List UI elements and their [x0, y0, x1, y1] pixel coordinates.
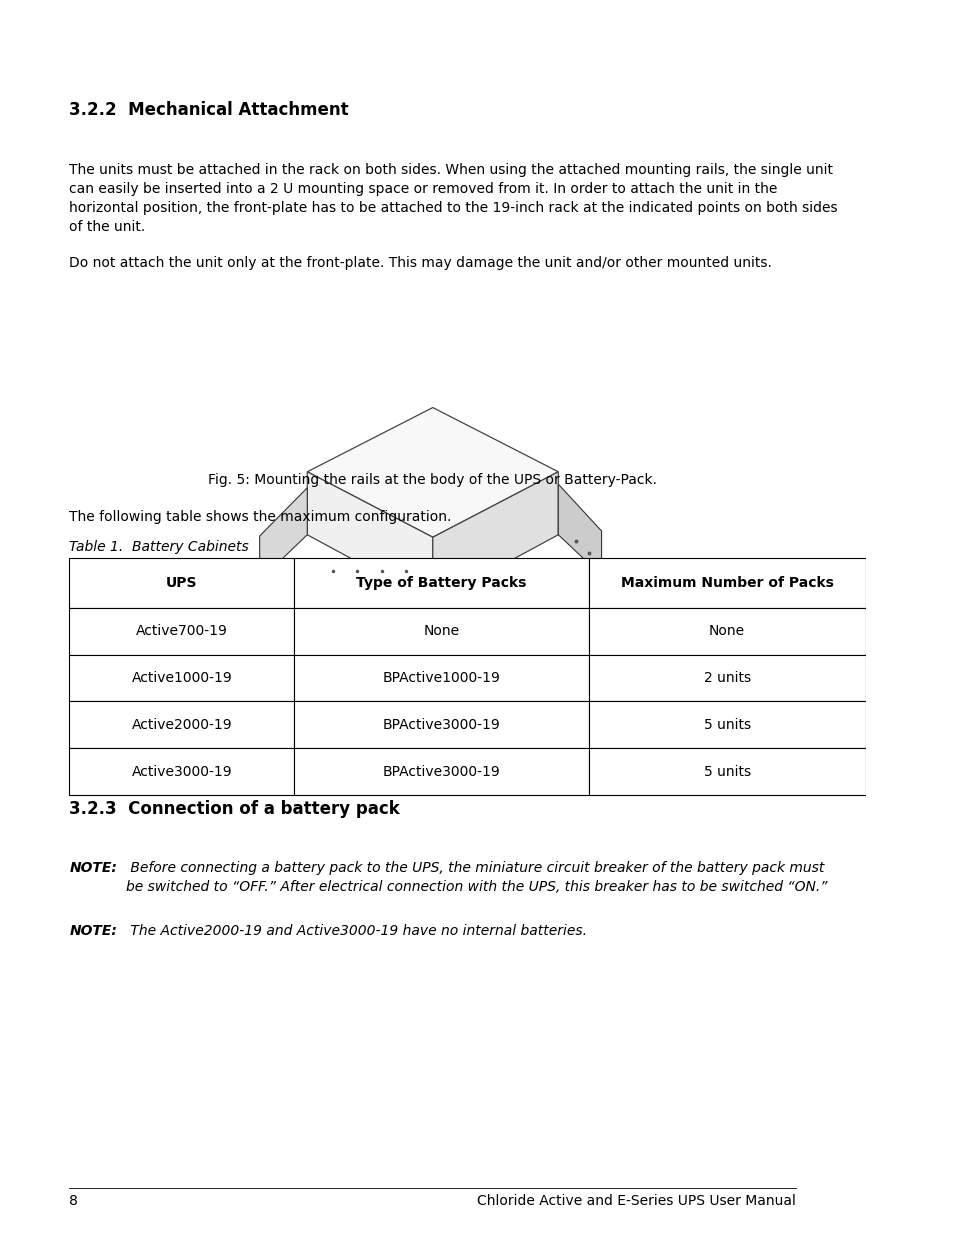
Text: 3.2.2  Mechanical Attachment: 3.2.2 Mechanical Attachment: [70, 101, 349, 120]
FancyBboxPatch shape: [70, 701, 294, 748]
Text: BPActive3000-19: BPActive3000-19: [382, 764, 499, 779]
FancyBboxPatch shape: [70, 558, 294, 608]
Polygon shape: [558, 484, 601, 576]
Text: Active700-19: Active700-19: [135, 624, 228, 638]
FancyBboxPatch shape: [70, 608, 294, 655]
FancyBboxPatch shape: [588, 608, 864, 655]
FancyBboxPatch shape: [588, 748, 864, 795]
Text: The Active2000-19 and Active3000-19 have no internal batteries.: The Active2000-19 and Active3000-19 have…: [126, 924, 586, 937]
FancyBboxPatch shape: [294, 701, 588, 748]
Text: Active3000-19: Active3000-19: [132, 764, 232, 779]
Text: 8: 8: [70, 1194, 78, 1208]
Polygon shape: [259, 488, 307, 580]
FancyBboxPatch shape: [70, 655, 294, 701]
Text: Maximum Number of Packs: Maximum Number of Packs: [620, 576, 833, 590]
Text: Type of Battery Packs: Type of Battery Packs: [355, 576, 526, 590]
FancyBboxPatch shape: [588, 701, 864, 748]
Text: UPS: UPS: [166, 576, 197, 590]
Text: NOTE:: NOTE:: [70, 924, 117, 937]
FancyBboxPatch shape: [294, 655, 588, 701]
Text: Active2000-19: Active2000-19: [132, 718, 232, 732]
Polygon shape: [433, 472, 558, 603]
Text: None: None: [423, 624, 459, 638]
Text: The following table shows the maximum configuration.: The following table shows the maximum co…: [70, 510, 451, 524]
Text: 5 units: 5 units: [702, 718, 750, 732]
FancyBboxPatch shape: [294, 608, 588, 655]
Text: Chloride Active and E-Series UPS User Manual: Chloride Active and E-Series UPS User Ma…: [476, 1194, 796, 1208]
FancyBboxPatch shape: [588, 558, 864, 608]
FancyBboxPatch shape: [294, 558, 588, 608]
Text: 3.2.3  Connection of a battery pack: 3.2.3 Connection of a battery pack: [70, 800, 399, 819]
Text: Before connecting a battery pack to the UPS, the miniature circuit breaker of th: Before connecting a battery pack to the …: [126, 861, 826, 894]
Text: The units must be attached in the rack on both sides. When using the attached mo: The units must be attached in the rack o…: [70, 163, 837, 233]
Text: Do not attach the unit only at the front-plate. This may damage the unit and/or : Do not attach the unit only at the front…: [70, 256, 771, 269]
Text: BPActive3000-19: BPActive3000-19: [382, 718, 499, 732]
Polygon shape: [307, 472, 433, 603]
Text: Table 1.  Battery Cabinets: Table 1. Battery Cabinets: [70, 540, 249, 553]
Text: Fig. 5: Mounting the rails at the body of the UPS or Battery-Pack.: Fig. 5: Mounting the rails at the body o…: [208, 473, 657, 487]
FancyBboxPatch shape: [588, 655, 864, 701]
Text: BPActive1000-19: BPActive1000-19: [382, 671, 500, 685]
Text: 5 units: 5 units: [702, 764, 750, 779]
Text: Active1000-19: Active1000-19: [132, 671, 232, 685]
FancyBboxPatch shape: [294, 748, 588, 795]
Text: 2 units: 2 units: [702, 671, 750, 685]
Text: NOTE:: NOTE:: [70, 861, 117, 874]
FancyBboxPatch shape: [70, 748, 294, 795]
Text: None: None: [708, 624, 744, 638]
Polygon shape: [307, 408, 558, 537]
